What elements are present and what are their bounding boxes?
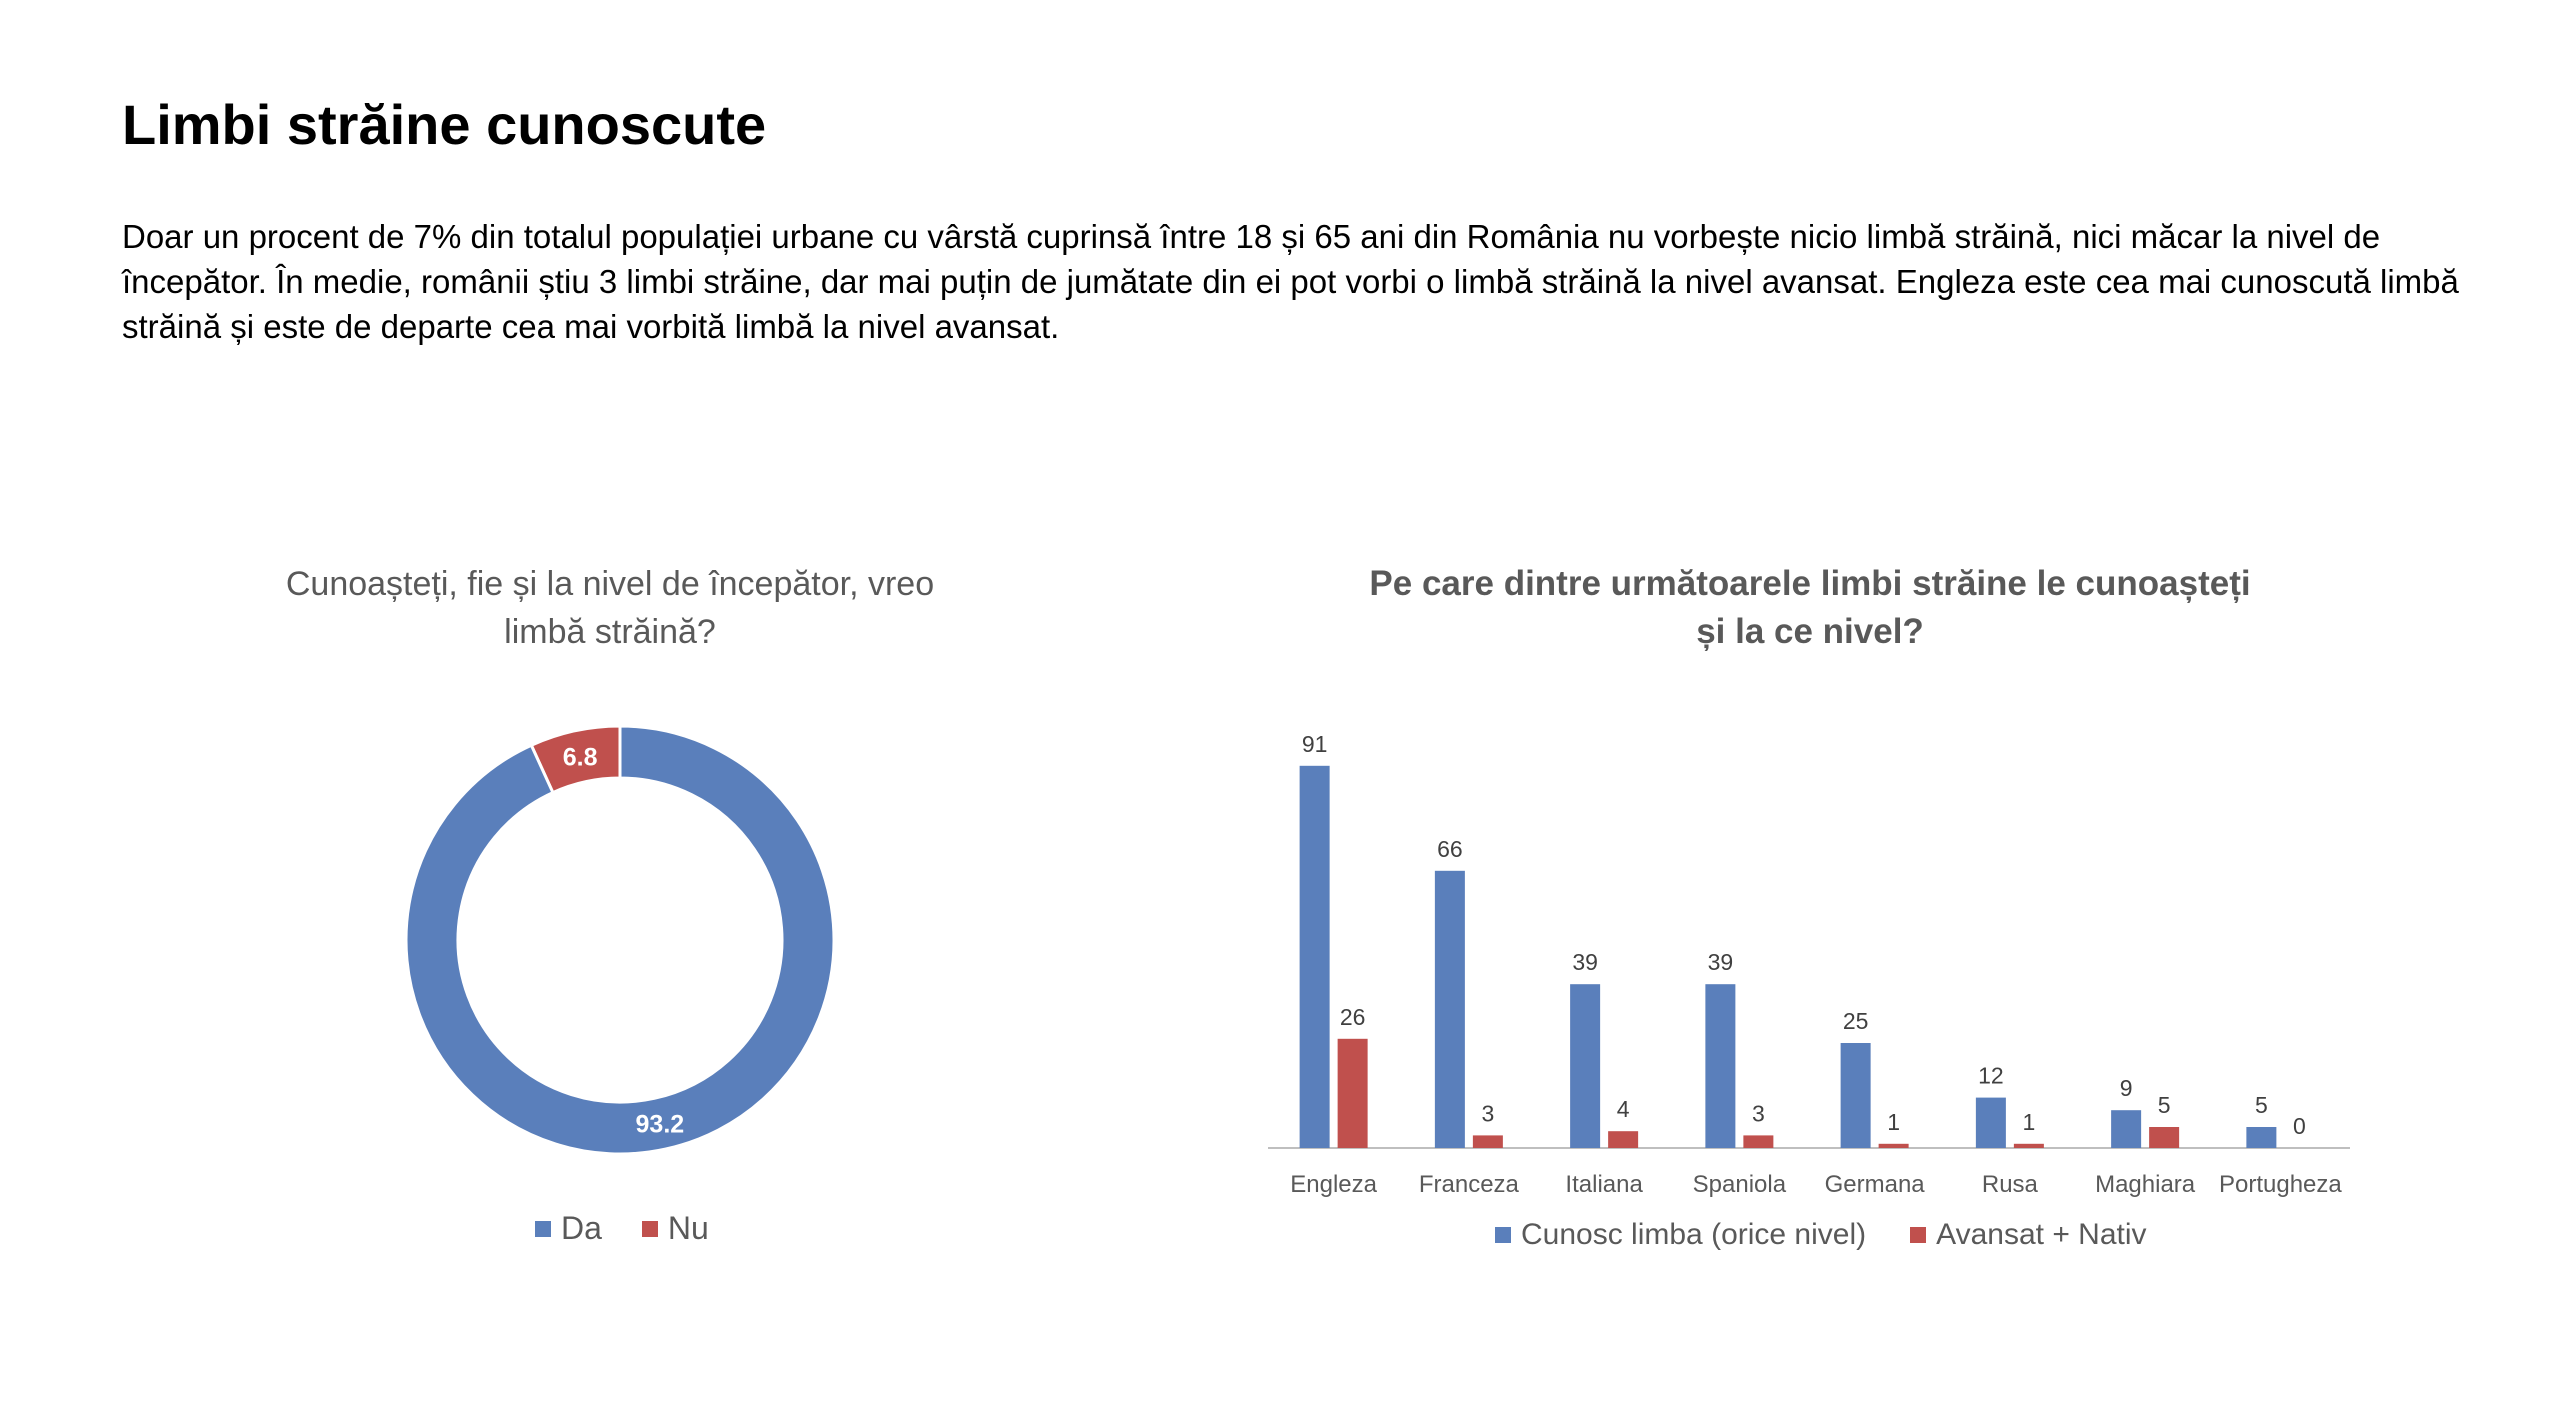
legend-label-series-1: Cunosc limba (orice nivel) [1521, 1218, 1867, 1251]
legend-label-nu: Nu [667, 1210, 709, 1246]
donut-data-label-nu: 6.8 [563, 743, 598, 771]
x-tick-label-italiana: Italiana [1565, 1171, 1643, 1198]
bar-germana-series-1 [1840, 1043, 1871, 1148]
donut-chart-title-line2: limbă străină? [504, 613, 716, 651]
x-tick-label-maghiara: Maghiara [2095, 1171, 2196, 1198]
legend-item-series-1: Cunosc limba (orice nivel) [1495, 1218, 1866, 1252]
bar-chart-title: Pe care dintre următoarele limbi străine… [1230, 560, 2390, 656]
bar-rusa-series-2 [2013, 1143, 2044, 1148]
legend-item-da: Da [535, 1210, 602, 1247]
bar-spaniola-series-1 [1705, 984, 1736, 1148]
legend-label-series-2: Avansat + Nativ [1936, 1218, 2147, 1251]
bar-italiana-series-1 [1570, 984, 1601, 1148]
bar-chart: 9126Engleza663Franceza394Italiana393Span… [1268, 731, 2350, 1198]
bar-maghiara-series-2 [2149, 1127, 2180, 1148]
donut-chart: 6.8 93.2 [404, 724, 836, 1156]
legend-swatch-nu [641, 1220, 658, 1237]
donut-chart-title-line1: Cunoașteți, fie și la nivel de începător… [285, 565, 935, 603]
legend-item-series-2: Avansat + Nativ [1910, 1218, 2147, 1252]
bar-franceza-series-2 [1472, 1135, 1503, 1148]
x-tick-label-portugheza: Portugheza [2219, 1171, 2342, 1198]
bar-engleza-series-1 [1299, 765, 1330, 1148]
bar-rusa-series-1 [1975, 1097, 2006, 1148]
bar-data-label-spaniola-series-2: 3 [1752, 1100, 1765, 1126]
legend-swatch-da [535, 1220, 551, 1237]
x-tick-label-spaniola: Spaniola [1693, 1171, 1787, 1198]
bar-data-label-italiana-series-1: 39 [1572, 949, 1598, 975]
bar-data-label-portugheza-series-1: 5 [2255, 1092, 2268, 1118]
bar-chart-title-line1: Pe care dintre următoarele limbi străine… [1369, 564, 2251, 603]
legend-swatch-series-1 [1495, 1227, 1511, 1243]
bar-chart-title-line2: și la ce nivel? [1696, 612, 1924, 651]
legend-label-da: Da [561, 1210, 602, 1246]
donut-chart-title: Cunoașteți, fie și la nivel de începător… [210, 560, 1010, 656]
bar-data-label-portugheza-series-2: 0 [2293, 1113, 2306, 1139]
bar-data-label-engleza-series-2: 26 [1340, 1004, 1366, 1030]
bar-franceza-series-1 [1434, 870, 1465, 1148]
bar-germana-series-2 [1878, 1143, 1909, 1148]
bar-data-label-germana-series-2: 1 [1887, 1109, 1900, 1135]
bar-italiana-series-2 [1608, 1131, 1639, 1148]
bar-maghiara-series-1 [2111, 1110, 2142, 1148]
bar-data-label-rusa-series-1: 12 [1978, 1063, 2004, 1089]
bar-data-label-maghiara-series-2: 5 [2158, 1092, 2171, 1118]
bar-legend: Cunosc limba (orice nivel) Avansat + Nat… [1495, 1218, 2147, 1252]
bar-data-label-germana-series-1: 25 [1843, 1008, 1869, 1034]
x-tick-label-engleza: Engleza [1290, 1171, 1377, 1198]
legend-item-nu: Nu [641, 1210, 709, 1247]
bar-engleza-series-2 [1337, 1038, 1368, 1148]
bar-data-label-spaniola-series-1: 39 [1708, 949, 1734, 975]
bar-portugheza-series-1 [2246, 1127, 2277, 1148]
slide-body-text: Doar un procent de 7% din totalul popula… [122, 218, 2459, 345]
slide-title: Limbi străine cunoscute [122, 93, 767, 156]
donut-slice-da [404, 724, 836, 1156]
x-tick-label-franceza: Franceza [1419, 1171, 1520, 1198]
donut-legend: Da Nu [535, 1210, 709, 1247]
x-tick-label-germana: Germana [1825, 1171, 1926, 1198]
bar-spaniola-series-2 [1743, 1135, 1774, 1148]
bar-data-label-italiana-series-2: 4 [1617, 1096, 1630, 1122]
bar-data-label-franceza-series-1: 66 [1437, 836, 1463, 862]
bar-data-label-rusa-series-2: 1 [2022, 1109, 2035, 1135]
legend-swatch-series-2 [1910, 1227, 1927, 1243]
x-tick-label-rusa: Rusa [1982, 1171, 2039, 1198]
bar-data-label-engleza-series-1: 91 [1302, 731, 1328, 757]
bar-data-label-maghiara-series-1: 9 [2120, 1075, 2133, 1101]
bar-data-label-franceza-series-2: 3 [1481, 1100, 1494, 1126]
donut-data-label-da: 93.2 [636, 1111, 685, 1139]
